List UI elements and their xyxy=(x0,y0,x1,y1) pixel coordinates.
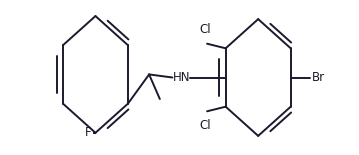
Text: F: F xyxy=(85,126,91,139)
Text: Br: Br xyxy=(312,71,325,84)
Text: HN: HN xyxy=(173,71,190,84)
Text: Cl: Cl xyxy=(200,23,211,36)
Text: Cl: Cl xyxy=(200,119,211,132)
